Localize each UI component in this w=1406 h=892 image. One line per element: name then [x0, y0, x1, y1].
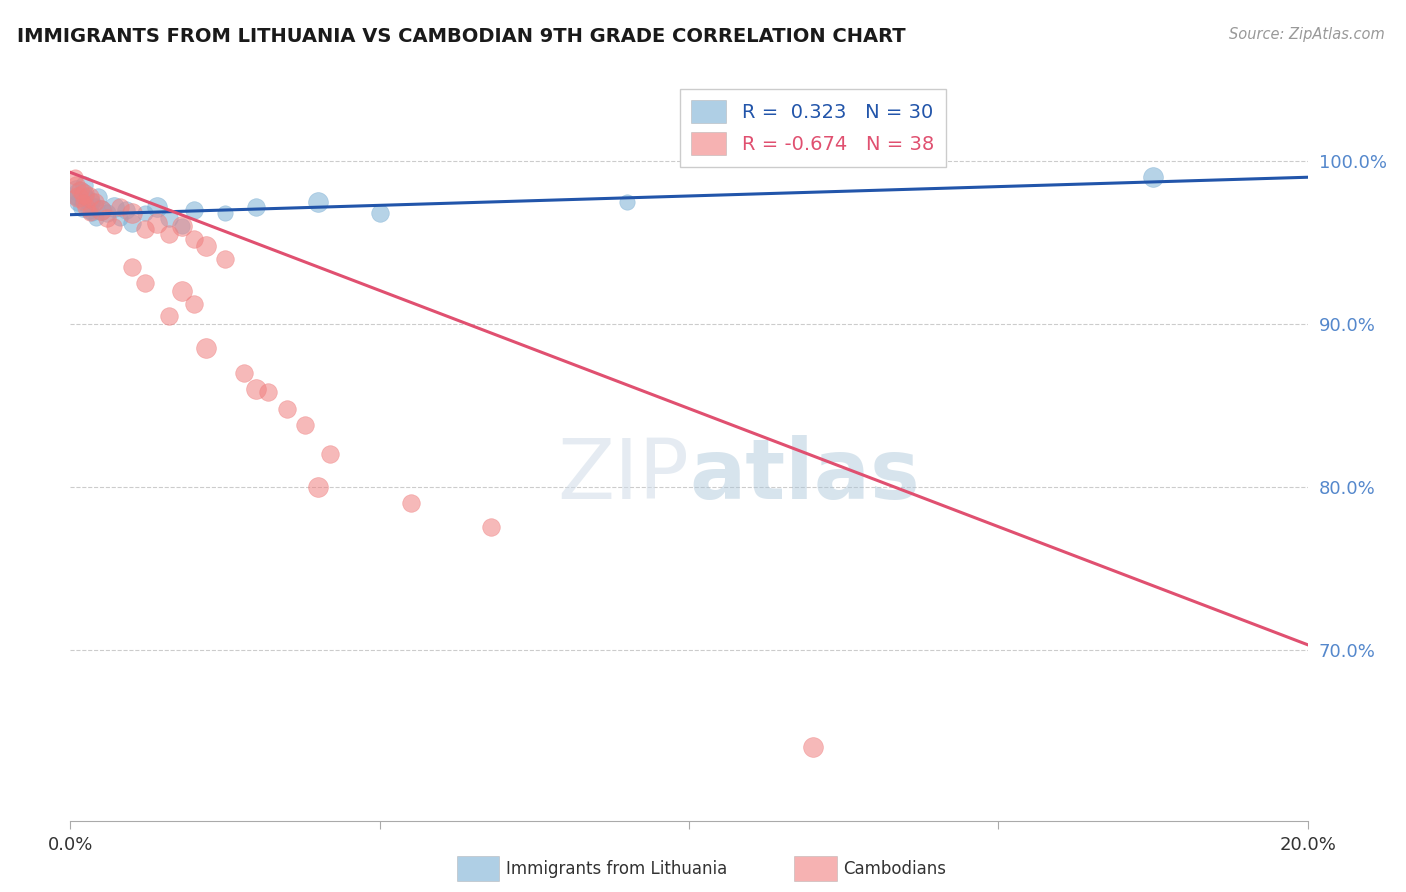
- Point: [214, 252, 236, 266]
- Point: [134, 276, 156, 290]
- Point: [90, 202, 112, 217]
- Point: [294, 417, 316, 432]
- Point: [399, 496, 422, 510]
- Point: [307, 194, 329, 209]
- Point: [103, 200, 125, 214]
- Point: [87, 190, 110, 204]
- Text: atlas: atlas: [689, 435, 920, 516]
- Point: [276, 401, 298, 416]
- Text: Source: ZipAtlas.com: Source: ZipAtlas.com: [1229, 27, 1385, 42]
- Point: [69, 186, 91, 201]
- Point: [80, 206, 103, 220]
- Point: [84, 211, 107, 225]
- Point: [115, 202, 138, 217]
- Point: [96, 206, 118, 220]
- Point: [73, 178, 96, 193]
- Point: [170, 219, 193, 233]
- Point: [245, 200, 267, 214]
- Point: [77, 190, 100, 204]
- Point: [108, 200, 131, 214]
- Point: [79, 206, 101, 220]
- Point: [146, 200, 169, 214]
- Point: [157, 309, 180, 323]
- Point: [801, 740, 824, 755]
- Point: [195, 238, 218, 252]
- Text: IMMIGRANTS FROM LITHUANIA VS CAMBODIAN 9TH GRADE CORRELATION CHART: IMMIGRANTS FROM LITHUANIA VS CAMBODIAN 9…: [17, 27, 905, 45]
- Point: [134, 222, 156, 236]
- Point: [157, 227, 180, 242]
- Point: [319, 447, 342, 461]
- Point: [73, 186, 96, 201]
- Point: [121, 260, 143, 274]
- Text: Immigrants from Lithuania: Immigrants from Lithuania: [506, 860, 727, 878]
- Text: ZIP: ZIP: [557, 435, 689, 516]
- Text: Cambodians: Cambodians: [844, 860, 946, 878]
- Point: [65, 190, 87, 204]
- Point: [170, 219, 193, 233]
- Point: [96, 211, 118, 225]
- Point: [66, 190, 89, 204]
- Point: [84, 194, 107, 209]
- Point: [65, 178, 87, 193]
- Point: [77, 202, 100, 217]
- Legend: R =  0.323   N = 30, R = -0.674   N = 38: R = 0.323 N = 30, R = -0.674 N = 38: [679, 88, 946, 167]
- Point: [214, 206, 236, 220]
- Point: [108, 211, 131, 225]
- Point: [84, 200, 107, 214]
- Point: [134, 206, 156, 220]
- Point: [66, 194, 89, 209]
- Point: [65, 183, 87, 197]
- Point: [183, 202, 205, 217]
- Point: [75, 200, 97, 214]
- Point: [90, 202, 112, 217]
- Point: [170, 285, 193, 299]
- Point: [72, 194, 94, 209]
- Point: [616, 194, 638, 209]
- Point: [121, 216, 143, 230]
- Point: [183, 232, 205, 246]
- Point: [257, 385, 280, 400]
- Point: [183, 297, 205, 311]
- Point: [1142, 170, 1164, 185]
- Point: [307, 480, 329, 494]
- Point: [368, 206, 391, 220]
- Point: [157, 211, 180, 225]
- Point: [103, 219, 125, 233]
- Point: [195, 341, 218, 355]
- Point: [146, 216, 169, 230]
- Point: [65, 170, 87, 185]
- Point: [79, 194, 101, 209]
- Point: [72, 200, 94, 214]
- Point: [69, 183, 91, 197]
- Point: [75, 190, 97, 204]
- Point: [121, 206, 143, 220]
- Point: [479, 520, 502, 534]
- Point: [245, 382, 267, 396]
- Point: [232, 366, 254, 380]
